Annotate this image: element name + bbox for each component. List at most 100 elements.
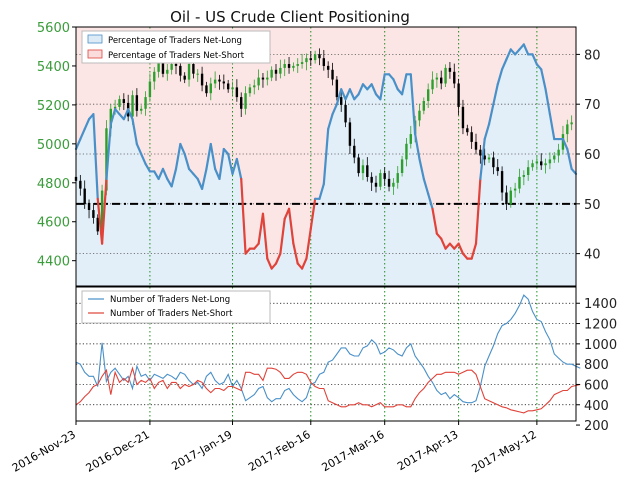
pct-long-segment — [200, 167, 208, 190]
pct-long-segment — [218, 147, 225, 181]
price-candle-body — [200, 73, 204, 86]
pct-long-segment — [344, 88, 352, 101]
pct-long-segment — [514, 48, 521, 56]
pct-long-segment — [183, 152, 191, 171]
pct-long-segment — [461, 252, 469, 260]
price-candle-body — [553, 155, 556, 160]
pct-long-segment — [270, 262, 278, 270]
price-candle-body — [461, 106, 465, 129]
price-candle-body — [209, 83, 212, 94]
pct-axis: 40 50 60 70 80 — [576, 48, 601, 263]
pct-long-segment — [157, 167, 165, 181]
price-candle-body — [296, 64, 299, 66]
pct-long-segment — [309, 197, 317, 230]
pct-long-segment — [322, 128, 330, 185]
price-candle-body — [292, 65, 295, 68]
price-candle-body — [535, 161, 539, 164]
price-candle-body — [253, 85, 256, 88]
price-candle-body — [231, 87, 234, 90]
price-candle-body — [522, 175, 526, 177]
date-axis: 2016-Nov-23 2016-Dec-21 2017-Jan-19 2017-Fe… — [10, 421, 539, 475]
pct-long-segment — [153, 170, 160, 181]
price-candle-body — [274, 69, 278, 74]
price-candle-body — [174, 64, 178, 66]
pct-long-segment — [231, 157, 238, 176]
count-axis: 200 400 600 800 1000 1200 1400 — [576, 297, 617, 434]
pct-long-segment — [418, 157, 425, 181]
price-candle-body — [300, 62, 304, 64]
price-candle-body — [544, 163, 547, 166]
price-candle-body — [453, 71, 456, 84]
count-tick-label: 1000 — [584, 338, 617, 353]
pct-long-segment — [92, 113, 99, 200]
price-candle-body — [505, 192, 508, 205]
date-tick-label: 2017-Apr-13 — [395, 428, 460, 473]
price-candle-body — [440, 77, 443, 84]
price-candle-body — [426, 89, 430, 101]
price-candle-body — [79, 180, 82, 189]
price-candle-body — [444, 67, 447, 84]
pct-long-segment — [205, 142, 212, 171]
price-candles — [74, 48, 573, 239]
pct-long-segment — [400, 73, 408, 96]
pct-long-segment — [74, 137, 82, 151]
pct-long-segment — [305, 227, 312, 260]
price-candle-body — [192, 64, 195, 74]
pct-long-segment — [414, 132, 421, 161]
pct-long-segment — [531, 53, 538, 66]
pct-long-segment — [422, 177, 430, 195]
price-candle-body — [109, 108, 112, 129]
count-tick-label: 400 — [584, 399, 609, 414]
pct-long-segment — [327, 113, 334, 131]
count-tick-label: 1400 — [584, 297, 617, 312]
price-candle-body — [479, 149, 482, 156]
price-candle-body — [240, 97, 243, 109]
pct-long-segment — [170, 167, 178, 188]
price-candle-body — [561, 134, 565, 150]
price-candle-body — [305, 58, 308, 63]
price-candle-body — [540, 161, 543, 166]
price-candle-body — [270, 69, 273, 78]
price-tick-label: 5400 — [37, 60, 70, 75]
net-short-count-line — [75, 366, 581, 414]
top-panel-frame — [75, 26, 577, 287]
pct-long-segment — [370, 83, 378, 96]
price-candle-body — [326, 65, 330, 70]
price-candle-body — [383, 173, 386, 179]
pct-long-segment — [561, 137, 569, 151]
price-candle-body — [244, 93, 247, 109]
pct-long-segment — [227, 152, 234, 176]
bottom-legend-box — [81, 290, 271, 324]
price-candle-body — [548, 159, 552, 164]
price-candle-body — [153, 71, 156, 82]
pct-long-segment — [570, 167, 578, 176]
price-candle-body — [309, 58, 312, 61]
pct-long-segment — [105, 123, 112, 181]
pct-long-segment — [109, 108, 117, 126]
count-tick-label: 600 — [584, 378, 609, 393]
price-candle-body — [331, 69, 334, 80]
pct-long-segment — [235, 157, 243, 181]
pct-tick-label: 60 — [584, 148, 601, 163]
pct-long-segment — [331, 103, 338, 116]
pct-long-segment — [261, 212, 269, 260]
price-candle-body — [379, 173, 382, 187]
pct-long-segment — [387, 73, 395, 81]
pct-long-segment — [122, 108, 130, 121]
price-candle-body — [531, 163, 534, 168]
pct-long-segment — [100, 177, 108, 245]
price-candle-body — [235, 87, 239, 98]
date-tick-label: 2017-Mar-16 — [319, 428, 386, 474]
pct-long-segment — [483, 123, 491, 141]
pct-long-segment — [348, 88, 356, 101]
pct-long-segment — [179, 142, 186, 156]
price-candle-body — [322, 58, 326, 66]
price-candle-body — [161, 62, 165, 74]
price-candle-body — [226, 83, 230, 90]
price-candle-body — [218, 79, 221, 82]
price-candle-body — [135, 95, 139, 111]
price-candle-body — [513, 188, 517, 191]
pct-long-segment — [544, 88, 552, 116]
pct-tick-label: 50 — [584, 198, 601, 213]
